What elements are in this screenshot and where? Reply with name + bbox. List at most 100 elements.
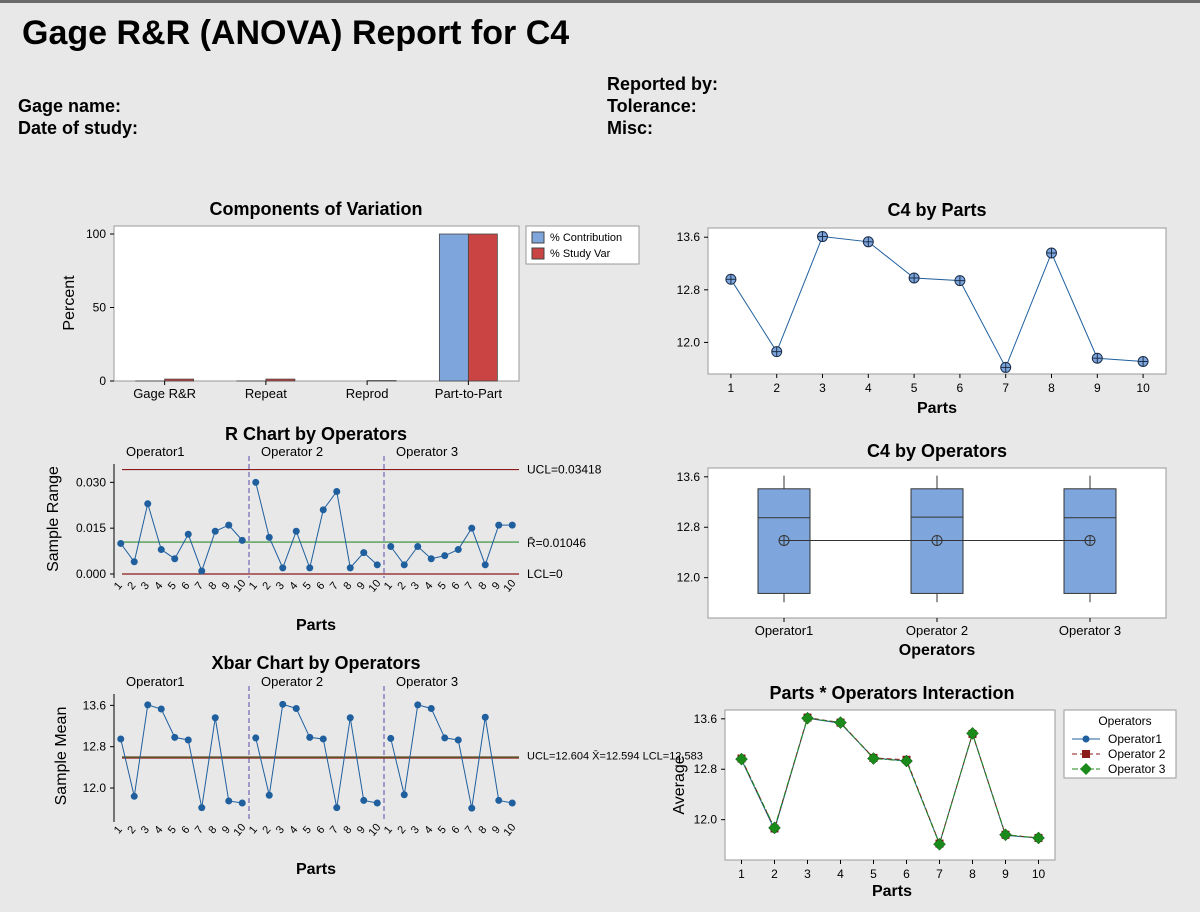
components-legend-swatch [531, 231, 545, 244]
interaction-x-tick-label: 1 [738, 867, 745, 881]
rchart-x-tick-label: 3 [274, 580, 287, 592]
rchart-x-tick-label: 2 [260, 580, 273, 592]
rchart-point [468, 524, 476, 532]
xbar-x-tick-label: 7 [328, 824, 341, 836]
interaction-x-axis-label: Parts [872, 883, 912, 900]
rchart-x-tick-label: 6 [449, 580, 462, 592]
xbar-point [387, 734, 395, 742]
byops-x-tick-label: Operator1 [755, 623, 814, 638]
rchart-point [333, 488, 341, 495]
rchart-x-tick-label: 8 [341, 580, 354, 592]
byparts-x-tick-label: 1 [728, 381, 735, 395]
components-legend-label: % Contribution [550, 232, 622, 244]
xbar-point [130, 792, 138, 800]
interaction-x-tick-label: 7 [936, 867, 943, 881]
xbar-x-tick-label: 3 [274, 824, 287, 836]
rchart-x-tick-label: 1 [112, 580, 125, 592]
xbar-point [495, 796, 503, 804]
interaction-legend-title: Operators [1098, 714, 1151, 728]
interaction-point-operator3 [999, 828, 1012, 842]
byparts-mean-line [730, 236, 1144, 369]
interaction-y-tick-label: 12.8 [694, 762, 718, 776]
xbar-y-tick-label: 13.6 [83, 698, 107, 712]
xbar-x-tick-label: 4 [152, 824, 165, 836]
interaction-point-operator3 [735, 752, 748, 766]
interaction-y-tick-label: 12.0 [694, 813, 718, 827]
xbar-point [400, 791, 408, 799]
xbar-x-tick-label: 8 [206, 824, 219, 836]
rchart-point [346, 564, 354, 572]
rchart-point [387, 543, 395, 550]
components-bar-studyvar [467, 233, 498, 382]
xbar-x-tick-label: 3 [409, 824, 422, 836]
xbar-point [333, 804, 341, 812]
xbar-x-tick-label: 10 [501, 822, 518, 839]
byparts-x-tick-label: 3 [819, 381, 826, 395]
rchart-series-line [390, 524, 513, 567]
xbar-x-tick-label: 5 [166, 824, 179, 836]
rchart-x-tick-label: 7 [328, 580, 341, 592]
rchart-point [198, 567, 206, 575]
byops-x-axis-label: Operators [899, 642, 976, 659]
interaction-title: Parts * Operators Interaction [769, 683, 1014, 703]
xbar-point [427, 704, 435, 712]
rchart-lcl-label: LCL=0 [527, 567, 563, 581]
interaction-legend-symbol [1082, 735, 1090, 743]
interaction-point-operator3 [867, 752, 880, 765]
rchart-point [117, 539, 125, 547]
interaction-x-tick-label: 5 [870, 867, 877, 881]
components-y-tick-label: 0 [99, 374, 106, 388]
xbar-title: Xbar Chart by Operators [211, 653, 420, 673]
xbar-x-tick-label: 6 [179, 824, 192, 836]
rchart-x-axis-label: Parts [296, 617, 336, 634]
xbar-x-tick-label: 5 [436, 824, 449, 836]
xbar-x-tick-label: 6 [449, 824, 462, 836]
xbar-point [292, 704, 300, 712]
components-y-tick-label: 100 [86, 227, 106, 241]
xbar-x-tick-label: 2 [260, 824, 273, 836]
xbar-y-tick-label: 12.0 [83, 781, 107, 795]
xbar-series-line [390, 704, 513, 809]
rchart-x-tick-label: 6 [179, 580, 192, 592]
rchart-y-tick-label: 0.000 [76, 567, 106, 581]
interaction-legend-symbol [1080, 763, 1092, 775]
xbar-x-tick-label: 1 [112, 824, 125, 836]
rchart-y-tick-label: 0.030 [76, 475, 106, 489]
byparts-x-tick-label: 7 [1002, 381, 1009, 395]
components-legend [525, 225, 640, 265]
rchart-x-tick-label: 10 [501, 578, 518, 595]
interaction-point-operator3 [768, 821, 781, 835]
rchart-x-tick-label: 8 [476, 580, 489, 592]
byparts-x-tick-label: 6 [957, 381, 964, 395]
xbar-point [306, 733, 314, 741]
interaction-point-operator3 [801, 711, 814, 725]
byparts-x-axis-label: Parts [917, 400, 957, 417]
xbar-point [238, 799, 246, 807]
xbar-point [252, 734, 260, 742]
rchart-operator-label: Operator 3 [396, 444, 458, 459]
byparts-x-tick-label: 8 [1048, 381, 1055, 395]
byops-y-tick-label: 12.8 [677, 520, 701, 534]
xbar-y-axis-label: Sample Mean [53, 707, 70, 806]
byops-title: C4 by Operators [867, 441, 1007, 461]
interaction-x-tick-label: 9 [1002, 867, 1009, 881]
xbar-point [198, 804, 206, 812]
rchart-x-tick-label: 3 [409, 580, 422, 592]
xbar-x-tick-label: 6 [314, 824, 327, 836]
interaction-x-tick-label: 2 [771, 867, 778, 881]
components-bar-studyvar [265, 378, 296, 382]
rchart-x-tick-label: 4 [152, 580, 165, 592]
xbar-x-tick-label: 8 [476, 824, 489, 836]
rchart-point [184, 530, 192, 538]
interaction-point-operator3 [1032, 831, 1045, 845]
rchart-y-tick-label: 0.015 [76, 521, 106, 535]
rchart-point [292, 527, 300, 535]
rchart-point [211, 527, 219, 535]
components-y-axis-label: Percent [61, 275, 78, 331]
byops-y-tick-label: 13.6 [677, 470, 701, 484]
components-legend-swatch [531, 247, 545, 260]
byparts-x-tick-label: 2 [773, 381, 780, 395]
xbar-point [265, 791, 273, 799]
rchart-x-tick-label: 7 [463, 580, 476, 592]
tolerance-label: Tolerance: [607, 96, 697, 116]
